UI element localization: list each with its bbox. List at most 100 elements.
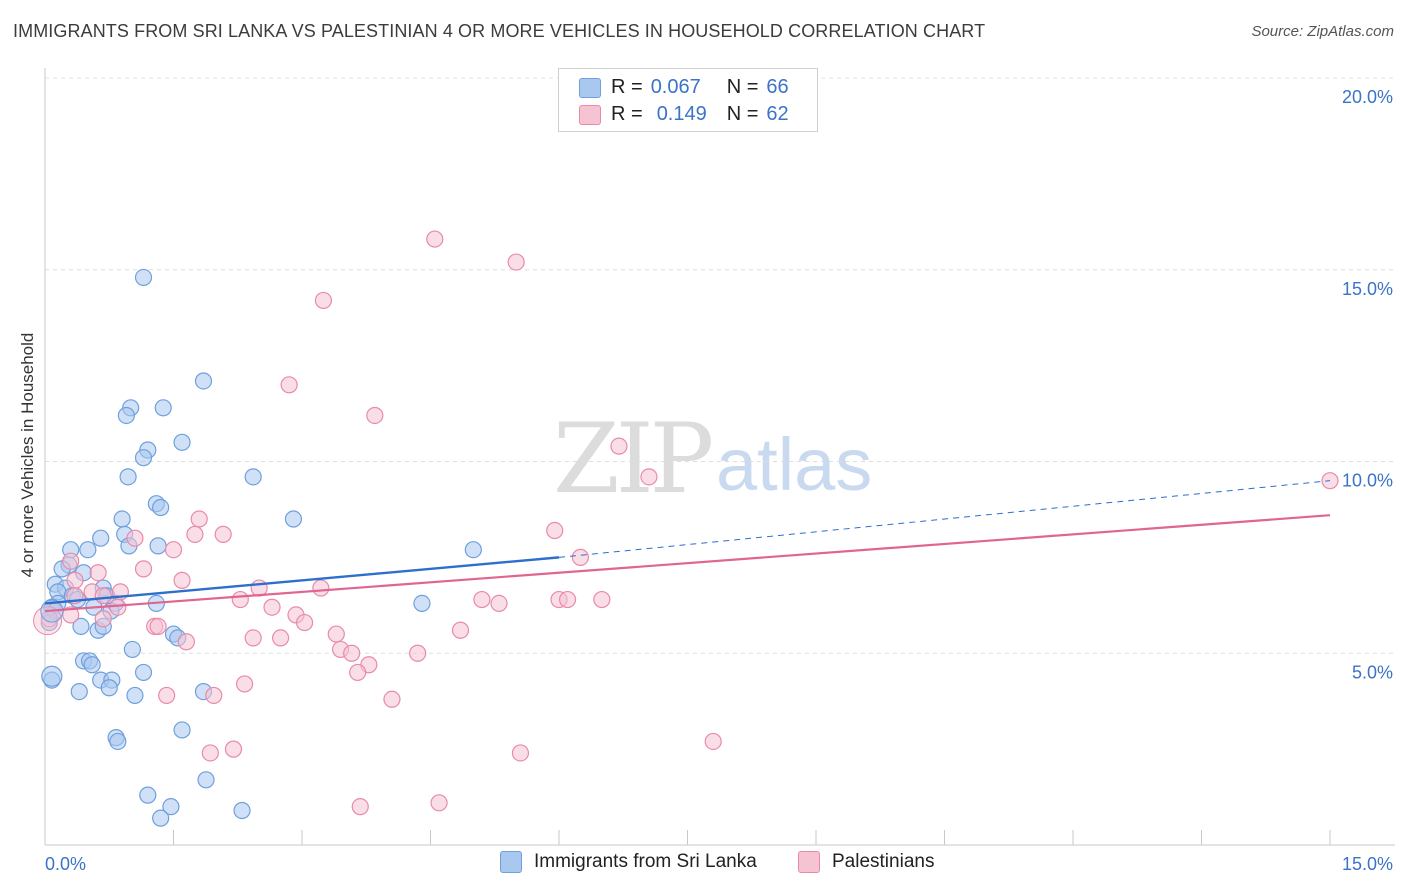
palestinian-point (214, 525, 232, 543)
palestinian-point (704, 732, 722, 751)
sri-lanka-point (70, 682, 88, 701)
palestinian-point (263, 598, 281, 616)
legend-label: Palestinians (832, 851, 935, 872)
palestinian-point (546, 521, 564, 540)
n-value: 66 (766, 75, 789, 98)
palestinian-point (383, 690, 401, 708)
sri-lanka-point (123, 640, 141, 659)
sri-lanka-point (119, 468, 137, 486)
y-tick-label: 20.0% (1342, 87, 1393, 107)
palestinian-point (343, 644, 361, 662)
palestinian-point (201, 744, 219, 762)
sri-lanka-point (162, 798, 180, 816)
palestinian-point (158, 686, 176, 705)
sri-lanka-point (134, 268, 153, 287)
palestinian-point (109, 598, 127, 616)
r-label: R = (611, 102, 643, 125)
sri-lanka-point (72, 617, 90, 636)
x-tick-label: 15.0% (1342, 854, 1393, 874)
palestinian-point (89, 564, 107, 582)
chart-title: IMMIGRANTS FROM SRI LANKA VS PALESTINIAN… (13, 21, 986, 41)
sri-lanka-point (139, 786, 157, 804)
palestinian-point (186, 525, 204, 543)
trendline-sri-lanka-extension (558, 480, 1331, 558)
sri-lanka-point (79, 541, 97, 559)
sri-lanka-point (194, 372, 213, 390)
sri-lanka-point (126, 686, 144, 705)
palestinian-point (177, 633, 195, 651)
r-value: 0.149 (656, 102, 707, 125)
palestinian-point (94, 610, 112, 628)
pink-swatch-icon (579, 105, 601, 125)
palestinian-point (426, 230, 444, 248)
palestinian-point (62, 606, 80, 624)
sri-lanka-point (109, 732, 127, 751)
palestinian-point (244, 629, 262, 647)
n-label: N = (726, 102, 759, 125)
sri-lanka-point (244, 468, 262, 486)
palestinian-point (173, 571, 191, 589)
palestinian-point (349, 663, 367, 682)
palestinian-point (231, 590, 249, 609)
palestinian-point (149, 617, 167, 636)
palestinian-point (473, 590, 491, 609)
palestinian-point (62, 552, 80, 570)
stats-legend-row-palestinians: R = 0.149 N = 62 (579, 101, 789, 127)
source-label: Source: ZipAtlas.com (1251, 23, 1394, 40)
sri-lanka-point (284, 510, 303, 528)
palestinian-point (430, 794, 448, 812)
sri-lanka-point (152, 498, 170, 517)
palestinian-point (205, 686, 223, 705)
sri-lanka-point (100, 679, 118, 697)
sri-lanka-point (92, 529, 110, 547)
sri-lanka-point (113, 510, 131, 528)
sri-lanka-point (117, 406, 135, 425)
n-label: N = (726, 75, 759, 98)
sri-lanka-point (173, 433, 191, 451)
sri-lanka-point (154, 399, 172, 417)
stats-legend: R = 0.067 N = 66 R = 0.149 N = 62 (558, 68, 818, 132)
palestinian-point (224, 740, 243, 758)
palestinian-point (190, 510, 208, 528)
stats-legend-row-sri-lanka: R = 0.067 N = 66 (579, 74, 789, 100)
n-value: 62 (766, 102, 789, 125)
y-tick-label: 15.0% (1342, 279, 1393, 299)
sri-lanka-point (41, 665, 63, 687)
blue-swatch-icon (500, 851, 522, 873)
legend-item-palestinians[interactable]: Palestinians (798, 851, 934, 873)
sri-lanka-point (149, 537, 167, 555)
sri-lanka-point (83, 656, 101, 674)
palestinian-point (164, 541, 183, 559)
palestinian-point (327, 625, 345, 643)
palestinian-point (571, 548, 590, 566)
palestinian-point (126, 529, 144, 547)
y-tick-label: 5.0% (1352, 662, 1393, 682)
sri-lanka-point (464, 541, 482, 559)
palestinian-point (351, 798, 369, 816)
palestinian-point (134, 560, 153, 578)
legend-item-sri-lanka[interactable]: Immigrants from Sri Lanka (500, 851, 757, 873)
palestinian-point (33, 606, 63, 636)
sri-lanka-point (152, 809, 170, 827)
palestinian-point (558, 590, 577, 609)
sri-lanka-point (413, 594, 431, 612)
palestinian-point (314, 291, 333, 310)
palestinian-point (490, 594, 508, 612)
sri-lanka-point (134, 449, 153, 467)
trendline-sri-lanka (44, 556, 560, 605)
x-tick-label: 0.0% (45, 854, 86, 874)
palestinian-point (280, 376, 298, 394)
watermark-zip: ZIP (553, 403, 712, 515)
palestinian-point (271, 629, 290, 647)
series-sri-lanka (40, 268, 482, 827)
palestinian-point (295, 613, 314, 632)
palestinian-point (236, 675, 254, 693)
pink-swatch-icon (798, 851, 820, 873)
palestinian-point (610, 437, 628, 455)
palestinian-point (593, 590, 611, 609)
series-palestinians (40, 230, 1339, 816)
palestinian-point (366, 406, 384, 425)
watermark-atlas: atlas (716, 423, 872, 506)
palestinian-point (640, 468, 658, 486)
